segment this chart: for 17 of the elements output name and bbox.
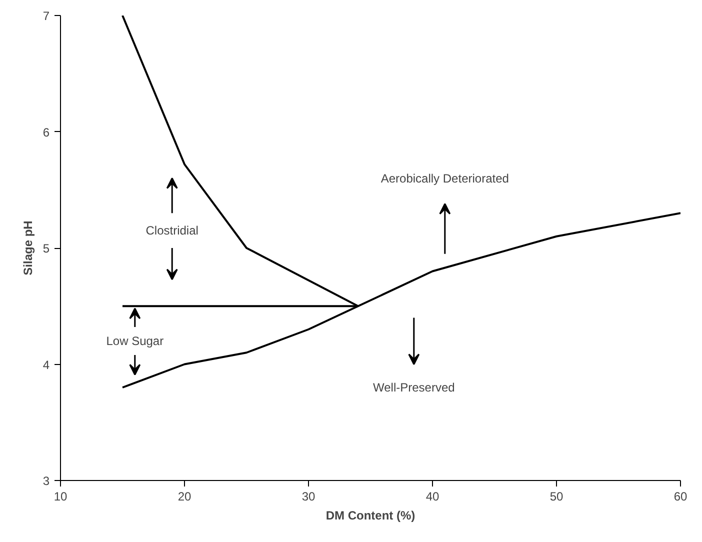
annotation: Low Sugar	[106, 334, 164, 348]
y-tick-label: 4	[42, 358, 50, 372]
x-tick-label: 30	[302, 490, 316, 504]
y-tick-label: 7	[42, 9, 50, 23]
x-tick-label: 20	[178, 490, 192, 504]
x-axis-title: DM Content (%)	[326, 508, 416, 522]
y-tick-label: 3	[42, 474, 50, 488]
y-tick-label: 5	[42, 242, 50, 256]
annotation: Aerobically Deteriorated	[380, 171, 509, 186]
annotation: Well-Preserved	[373, 380, 455, 394]
x-tick-label: 40	[426, 490, 440, 504]
x-tick-label: 10	[54, 490, 68, 504]
annotation: Clostridial	[146, 224, 198, 238]
y-tick-label: 6	[42, 125, 50, 140]
x-tick-label: 50	[550, 490, 564, 504]
x-tick-label: 60	[674, 490, 688, 504]
y-axis-title: Silage pH	[20, 220, 35, 276]
